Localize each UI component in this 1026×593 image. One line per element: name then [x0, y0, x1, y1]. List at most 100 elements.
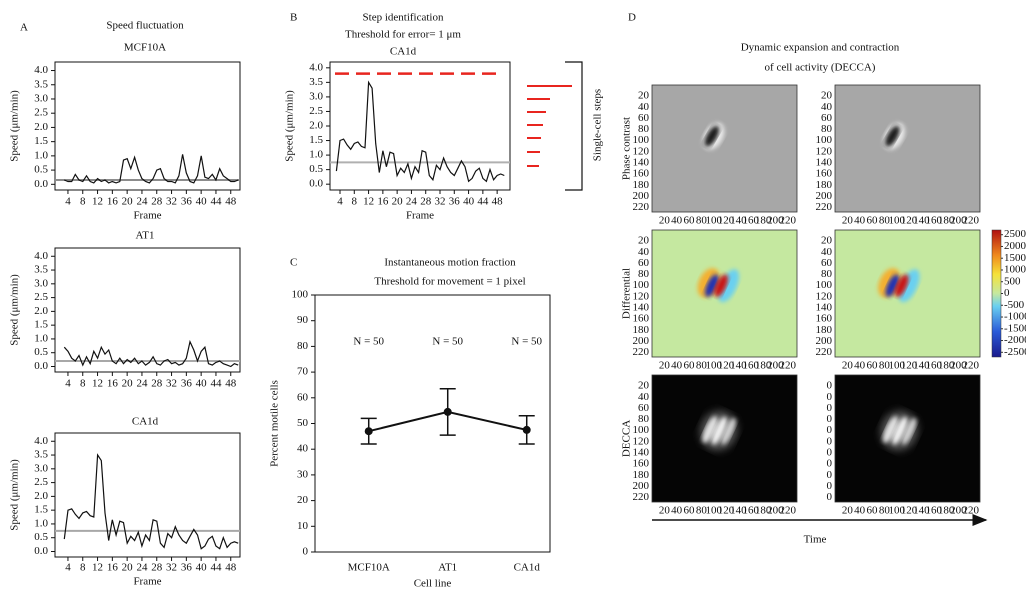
y-tick-label: 2.5 [34, 476, 48, 488]
y-tick-label: 2.0 [34, 121, 48, 133]
chart-subtitle: MCF10A [124, 42, 166, 54]
x-tick-label: 44 [210, 378, 222, 390]
x-tick-label: 32 [166, 196, 177, 208]
x-tick-label: 120 [718, 360, 735, 372]
bracket [565, 61, 583, 191]
colorbar-label: -2500 [1004, 346, 1026, 358]
x-tick-label: 140 [913, 505, 930, 517]
x-tick-label: 20 [659, 360, 671, 372]
x-tick-label: 160 [925, 505, 942, 517]
x-tick-label: 44 [477, 196, 489, 208]
colorbar-label: 1500 [1004, 252, 1026, 264]
y-tick-label: 120 [633, 145, 650, 157]
image-frame [834, 374, 981, 503]
cell-blob [704, 125, 720, 147]
y-tick-label: 220 [633, 346, 650, 358]
y-tick-label: 20 [638, 380, 650, 392]
cell-blob [721, 418, 736, 445]
x-tick-label: 220 [779, 215, 796, 227]
x-tick-label: 180 [938, 505, 955, 517]
y-tick-label: 2.0 [34, 490, 48, 502]
y-tick-label: 160 [816, 168, 833, 180]
x-tick-label: 36 [181, 378, 193, 390]
y-tick-label: 4.0 [34, 64, 48, 76]
x-tick-label: 8 [80, 562, 86, 574]
chart-note: Threshold for error= 1 μm [345, 29, 461, 41]
colorbar-label: 2500 [1004, 228, 1026, 240]
colorbar-label: -1500 [1004, 322, 1026, 334]
y-tick-label: 0 [827, 424, 833, 436]
x-tick-label: 12 [92, 196, 103, 208]
y-tick-label: 3.5 [34, 78, 48, 90]
chart-subtitle: CA1d [132, 416, 159, 428]
y-tick-label: 0.5 [309, 163, 323, 175]
cell-blob [894, 274, 909, 298]
x-tick-label: 28 [151, 196, 163, 208]
x-tick-label: 12 [92, 378, 103, 390]
chart-title: Step identification [363, 12, 444, 24]
row-label: Differential [621, 268, 633, 319]
x-tick-label: 180 [755, 215, 772, 227]
plot-frame [54, 432, 241, 558]
y-tick-label: 200 [816, 190, 833, 202]
speed-line [335, 80, 505, 183]
x-tick-label: 200 [767, 505, 784, 517]
speed-line [63, 339, 239, 368]
colorbar-label: 1000 [1004, 264, 1026, 276]
point [443, 407, 452, 416]
y-tick-label: 20 [638, 90, 650, 102]
y-tick-label: 100 [633, 424, 650, 436]
y-tick-label: 180 [816, 324, 833, 336]
y-tick-label: 0.0 [34, 545, 48, 557]
y-tick-label: 100 [292, 289, 309, 301]
y-tick-label: 80 [821, 268, 833, 280]
n-label: N = 50 [511, 336, 542, 348]
y-tick-label: 60 [638, 257, 650, 269]
y-tick-label: 100 [633, 279, 650, 291]
y-tick-label: 220 [816, 201, 833, 213]
y-tick-label: 40 [638, 391, 650, 403]
y-tick-label: 2.0 [34, 305, 48, 317]
y-tick-label: 200 [633, 480, 650, 492]
panel-label: C [290, 257, 297, 269]
x-tick-label: 8 [80, 378, 86, 390]
colorbar-label: -1000 [1004, 311, 1026, 323]
y-tick-label: 60 [821, 257, 833, 269]
x-tick-label: 120 [901, 360, 918, 372]
y-tick-label: 160 [816, 313, 833, 325]
y-tick-label: 0.0 [309, 178, 323, 190]
x-tick-label: 160 [742, 215, 759, 227]
annotation: Single-cell steps [592, 89, 604, 161]
y-tick-label: 0.0 [34, 178, 48, 190]
plot-frame [314, 294, 551, 553]
x-tick-label: 200 [767, 360, 784, 372]
x-tick-label: 44 [210, 196, 222, 208]
y-tick-label: 160 [633, 458, 650, 470]
plot-frame [54, 247, 241, 373]
y-tick-label: 200 [633, 335, 650, 347]
y-axis-label: Percent motile cells [269, 380, 281, 467]
point [364, 427, 373, 436]
x-tick-label: 160 [742, 505, 759, 517]
x-tick-label: 24 [136, 562, 148, 574]
x-tick-label: 80 [879, 505, 891, 517]
y-tick-label: 2.5 [34, 107, 48, 119]
x-tick-label: 140 [730, 215, 747, 227]
x-tick-label: 200 [950, 215, 967, 227]
y-tick-label: 140 [633, 302, 650, 314]
x-tick-label: CA1d [514, 562, 541, 574]
y-tick-label: 1.5 [309, 134, 323, 146]
x-tick-label: 140 [730, 360, 747, 372]
x-tick-label: 40 [196, 562, 208, 574]
x-tick-label: 24 [136, 378, 148, 390]
y-tick-label: 60 [638, 402, 650, 414]
y-tick-label: 0 [827, 413, 833, 425]
x-tick-label: 20 [659, 505, 671, 517]
cell-blob [901, 418, 917, 445]
x-tick-label: 220 [962, 215, 979, 227]
y-tick-label: 70 [297, 366, 309, 378]
y-tick-label: 80 [638, 268, 650, 280]
y-tick-label: 180 [633, 179, 650, 191]
